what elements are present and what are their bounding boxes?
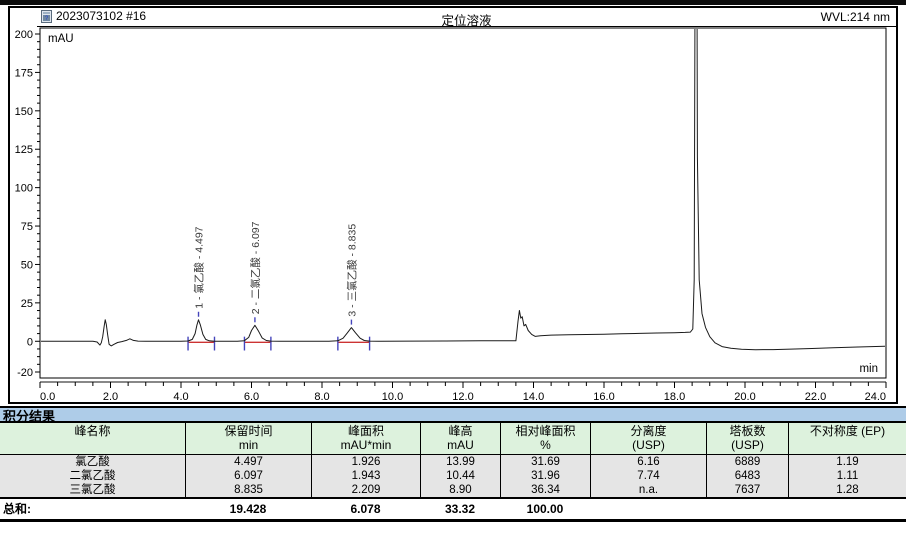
plot-frame (39, 27, 887, 379)
chromatogram-plot[interactable]: 200 175 150 125 100 75 50 25 0 -20 0.0 2.0 4.0 6.0 8.0… (10, 26, 892, 403)
x-tick-label: 8.0 (314, 391, 329, 400)
table-header-cell: 保留时间 min (185, 423, 311, 454)
peak-label: 1 - 氯乙酸 - 4.497 (193, 226, 206, 308)
table-cell: 36.34 (500, 483, 590, 497)
table-cell: 8.90 (420, 483, 500, 497)
table-cell: 7637 (706, 483, 788, 497)
sample-id: 2023073102 #16 (56, 9, 147, 23)
wavelength-label: WVL:214 nm (820, 10, 890, 24)
total-cell: 33.32 (420, 499, 500, 519)
window-title-bar (0, 0, 906, 5)
table-header-cell: 相对峰面积% (500, 423, 590, 454)
document-icon: ? (41, 9, 52, 23)
y-tick-label: 100 (15, 183, 33, 195)
table-header-cell: 峰高 mAU (420, 423, 500, 454)
x-tick-label: 18.0 (664, 391, 685, 400)
x-tick-label: 10.0 (382, 391, 403, 400)
chromatogram-trace (41, 29, 885, 351)
x-tick-label: 16.0 (593, 391, 614, 400)
table-title: 积分结果 (0, 406, 906, 424)
table-cell: 10.44 (420, 469, 500, 483)
table-row: 二氯乙酸 6.097 1.943 10.44 31.96 7.74 6483 1.11 (0, 469, 906, 483)
total-cell: 100.00 (500, 499, 590, 519)
table-cell: 1.11 (788, 469, 906, 483)
y-tick-label: 25 (21, 298, 33, 310)
x-tick-label: 12.0 (452, 391, 473, 400)
table-cell: 氯乙酸 (0, 455, 185, 469)
table-body: 氯乙酸 4.497 1.926 13.99 31.69 6.16 6889 1.19 二氯乙酸 6… (0, 455, 906, 497)
chromatogram-title: 定位溶液 (441, 14, 492, 28)
y-tick-label: 175 (15, 67, 33, 79)
x-tick-label: 0.0 (40, 391, 55, 400)
x-tick-label: 4.0 (173, 391, 188, 400)
total-cell (590, 499, 706, 519)
x-tick-label: 22.0 (805, 391, 826, 400)
y-tick-label: -20 (17, 367, 33, 379)
integration-results: 积分结果 峰名称 保留时间 min 峰面积 mAU*min 峰高 mAU 相对峰面积% 分离度… (0, 406, 906, 522)
y-tick-label: 125 (15, 144, 33, 156)
peak-label: 3 - 三氯乙酸 - 8.835 (345, 224, 358, 317)
table-cell: 6483 (706, 469, 788, 483)
table-cell: 31.69 (500, 455, 590, 469)
x-tick-label: 24.0 (865, 391, 886, 400)
y-tick-label: 0 (27, 336, 33, 348)
x-tick-label: 6.0 (244, 391, 259, 400)
table-cell: 13.99 (420, 455, 500, 469)
table-cell: 4.497 (185, 455, 311, 469)
x-tick-label: 20.0 (734, 391, 755, 400)
total-label: 总和: (0, 499, 185, 519)
y-tick-label: 150 (15, 106, 33, 118)
table-cell: 1.926 (311, 455, 420, 469)
table-cell: 1.28 (788, 483, 906, 497)
total-cell: 19.428 (185, 499, 311, 519)
table-row: 三氯乙酸 8.835 2.209 8.90 36.34 n.a. 7637 1.28 (0, 483, 906, 497)
total-cell (706, 499, 788, 519)
table-cell: 6.16 (590, 455, 706, 469)
y-tick-label: 200 (15, 29, 33, 41)
peak-label: 2 - 二氯乙酸 - 6.097 (249, 221, 262, 314)
table-header-cell: 分离度 (USP) (590, 423, 706, 454)
table-cell: 2.209 (311, 483, 420, 497)
table-cell: 1.943 (311, 469, 420, 483)
y-axis-unit: mAU (48, 33, 74, 45)
table-header-cell: 峰名称 (0, 423, 185, 454)
chromatogram-panel: ? 2023073102 #16 定位溶液 WVL:214 nm 200 175 1… (8, 6, 898, 404)
table-row: 氯乙酸 4.497 1.926 13.99 31.69 6.16 6889 1.19 (0, 455, 906, 469)
table-cell: 31.96 (500, 469, 590, 483)
x-axis-unit: min (859, 363, 878, 375)
table-total-row: 总和: 19.428 6.078 33.32 100.00 (0, 497, 906, 522)
chromatogram-header: ? 2023073102 #16 定位溶液 WVL:214 nm (37, 8, 896, 28)
table-cell: 1.19 (788, 455, 906, 469)
table-cell: n.a. (590, 483, 706, 497)
table-header-row: 峰名称 保留时间 min 峰面积 mAU*min 峰高 mAU 相对峰面积% 分离度 (USP)… (0, 423, 906, 455)
table-cell: 6.097 (185, 469, 311, 483)
table-cell: 7.74 (590, 469, 706, 483)
x-tick-label: 2.0 (103, 391, 118, 400)
table-header-cell: 不对称度 (EP) (788, 423, 906, 454)
table-cell: 8.835 (185, 483, 311, 497)
svg-text:?: ? (45, 16, 49, 22)
table-header-cell: 塔板数 (USP) (706, 423, 788, 454)
y-tick-label: 50 (21, 259, 33, 271)
table-cell: 三氯乙酸 (0, 483, 185, 497)
table-cell: 6889 (706, 455, 788, 469)
table-cell: 二氯乙酸 (0, 469, 185, 483)
y-tick-label: 75 (21, 221, 33, 233)
table-header-cell: 峰面积 mAU*min (311, 423, 420, 454)
total-cell (788, 499, 906, 519)
x-tick-label: 14.0 (523, 391, 544, 400)
total-cell: 6.078 (311, 499, 420, 519)
